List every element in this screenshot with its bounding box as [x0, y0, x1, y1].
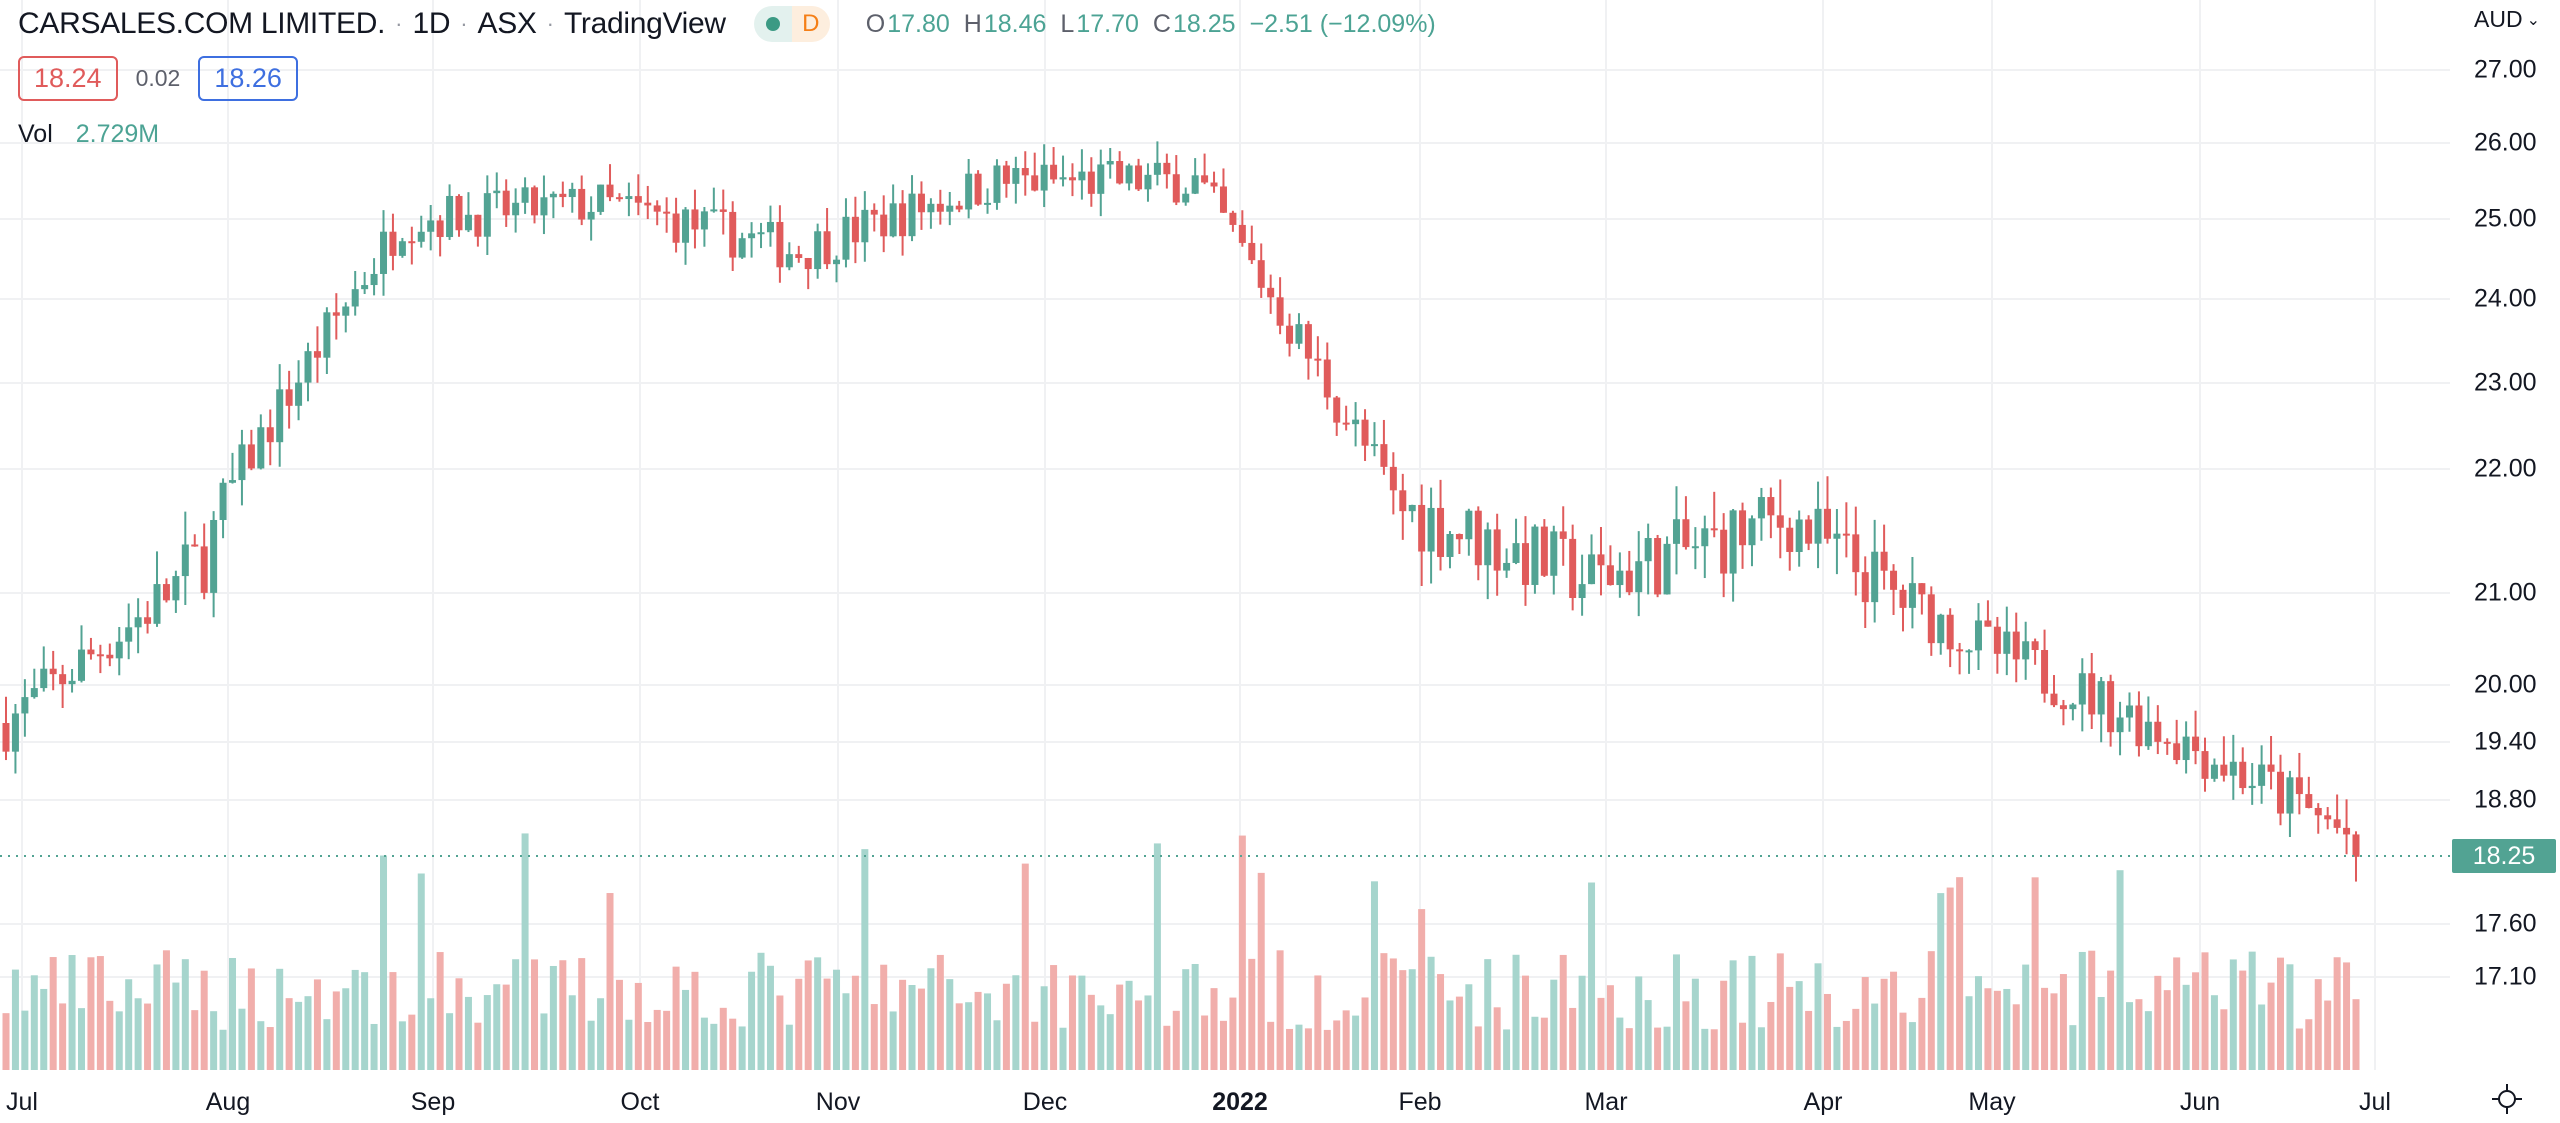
time-tick-label: Sep	[410, 1088, 456, 1116]
market-status-pill[interactable]: D	[753, 6, 830, 42]
volume-legend[interactable]: Vol 2.729M	[18, 120, 159, 149]
time-tick-label: Aug	[205, 1088, 251, 1116]
chevron-down-icon: ⌄	[2526, 11, 2540, 29]
low-value: 17.70	[1076, 9, 1139, 38]
volume-label: Vol	[18, 120, 53, 148]
time-tick-label: Jun	[2179, 1088, 2221, 1116]
delayed-data-badge: D	[791, 6, 830, 42]
price-tick-label: 17.60	[2474, 909, 2537, 938]
price-tick-label: 25.00	[2474, 204, 2537, 233]
exchange-label: ASX	[477, 7, 537, 40]
volume-value: 2.729M	[75, 120, 160, 148]
price-tick-label: 19.40	[2474, 727, 2537, 756]
bid-ask-row: 18.24 0.02 18.26	[18, 56, 298, 101]
close-value: 18.25	[1172, 9, 1236, 38]
price-tick-label: 20.00	[2474, 670, 2537, 699]
price-tick-label: 22.00	[2474, 454, 2537, 483]
time-tick-label: Dec	[1022, 1088, 1068, 1116]
open-value: 17.80	[887, 9, 950, 38]
symbol-legend[interactable]: CARSALES.COM LIMITED. · 1D · ASX · Tradi…	[18, 6, 1436, 42]
currency-selector[interactable]: AUD ⌄	[2474, 6, 2540, 32]
separator-dot: ·	[395, 11, 403, 36]
chart-grid	[0, 0, 2450, 1070]
separator-dot: ·	[546, 11, 554, 36]
time-tick-label: Jul	[2359, 1088, 2391, 1116]
separator-dot: ·	[460, 11, 468, 36]
change-value: −2.51 (−12.09%)	[1249, 9, 1436, 38]
volume-bars	[2, 833, 2360, 1070]
source-label: TradingView	[563, 7, 726, 40]
price-tick-label: 24.00	[2474, 284, 2537, 313]
price-tick-label: 18.80	[2474, 785, 2537, 814]
time-tick-label: Nov	[815, 1088, 861, 1116]
ohlc-values: O17.80 H18.46 L17.70 C18.25 −2.51 (−12.0…	[865, 9, 1436, 38]
chart-settings-icon[interactable]	[2490, 1082, 2524, 1116]
symbol-title: CARSALES.COM LIMITED.	[18, 7, 386, 40]
price-tick-label: 23.00	[2474, 368, 2537, 397]
time-tick-label: Feb	[1398, 1088, 1442, 1116]
high-value: 18.46	[983, 9, 1047, 38]
time-tick-label: 2022	[1212, 1088, 1268, 1116]
time-tick-label: Jul	[6, 1088, 38, 1116]
price-tick-label: 27.00	[2474, 55, 2537, 84]
price-tick-label: 17.10	[2474, 962, 2537, 991]
time-tick-label: Apr	[1803, 1088, 1843, 1116]
time-tick-label: Mar	[1584, 1088, 1628, 1116]
time-tick-label: May	[1968, 1088, 2016, 1116]
price-tick-label: 21.00	[2474, 578, 2537, 607]
current-price-tag: 18.25	[2452, 839, 2556, 873]
candlesticks	[2, 141, 2360, 882]
price-tick-label: 26.00	[2474, 128, 2537, 157]
spread-value: 0.02	[135, 65, 181, 91]
time-tick-label: Oct	[620, 1088, 660, 1116]
market-open-dot-icon	[765, 17, 780, 31]
interval-label[interactable]: 1D	[412, 7, 451, 40]
bid-price[interactable]: 18.24	[18, 56, 118, 101]
ask-price[interactable]: 18.26	[198, 56, 298, 101]
